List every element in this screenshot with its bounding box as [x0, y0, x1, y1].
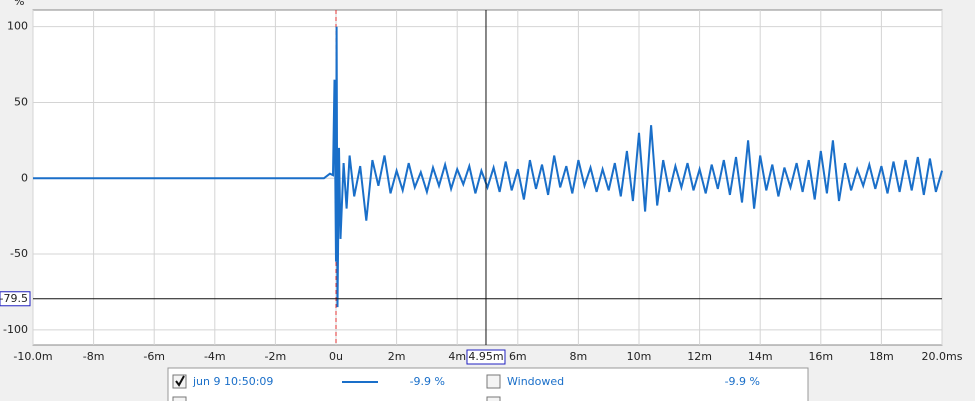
y-unit: % — [14, 0, 24, 8]
x-tick-label: -10.0m — [13, 350, 52, 363]
y-tick-label: 100 — [7, 20, 28, 33]
x-tick-label: 20.0ms — [922, 350, 963, 363]
x-tick-label: -2m — [265, 350, 287, 363]
y-tick-label: -50 — [10, 247, 28, 260]
legend-label: jun 9 10:50:09 — [192, 375, 273, 388]
x-tick-label: 10m — [627, 350, 652, 363]
x-tick-label: 14m — [748, 350, 773, 363]
y-tick-label: -100 — [3, 323, 28, 336]
series-line — [33, 26, 943, 308]
cursor-y-label: -79.5 — [0, 292, 28, 305]
legend-label: Windowed — [507, 375, 564, 388]
x-tick-label: 18m — [869, 350, 894, 363]
x-tick-label: 8m — [570, 350, 588, 363]
x-tick-label: -6m — [143, 350, 165, 363]
y-tick-label: 50 — [14, 95, 28, 108]
cursor-x-label: 4.95m — [468, 350, 503, 363]
x-tick-label: 6m — [509, 350, 527, 363]
x-tick-label: 0u — [329, 350, 343, 363]
cursor-x-box — [466, 349, 506, 365]
x-tick-label: -4m — [204, 350, 226, 363]
x-tick-label: 2m — [388, 350, 406, 363]
x-tick-label: 12m — [687, 350, 712, 363]
legend-checkbox[interactable] — [172, 396, 187, 401]
legend-checkbox[interactable] — [486, 374, 501, 389]
cursor-y-box — [0, 291, 31, 307]
x-tick-label: 4m — [448, 350, 466, 363]
legend-checkbox[interactable] — [486, 396, 501, 401]
x-tick-label: 16m — [808, 350, 833, 363]
legend-value: -9.9 % — [725, 375, 760, 388]
check-mark — [175, 375, 185, 387]
legend-value: -9.9 % — [410, 375, 445, 388]
x-tick-label: -8m — [83, 350, 105, 363]
y-tick-label: 0 — [21, 171, 28, 184]
